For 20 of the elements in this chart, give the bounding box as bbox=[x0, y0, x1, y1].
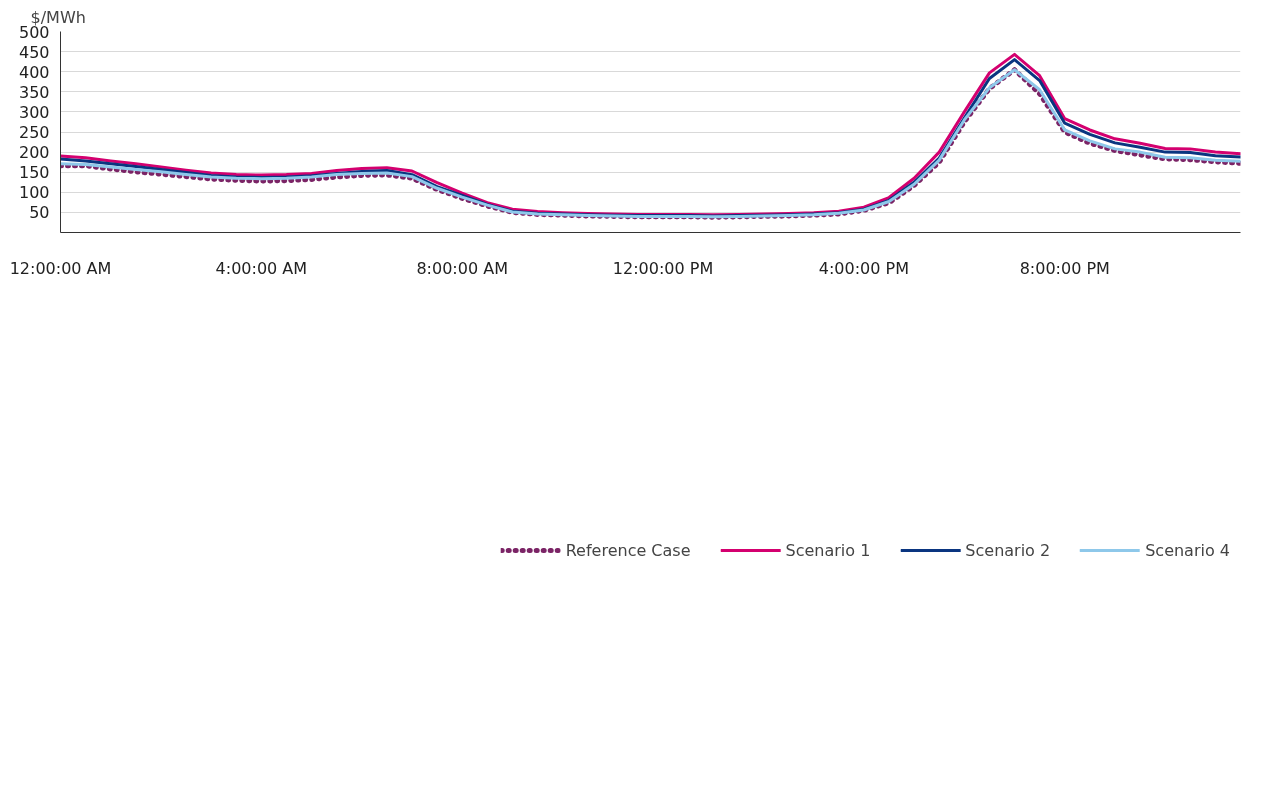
y-tick-label: 250 bbox=[18, 123, 50, 142]
y-tick-label: 350 bbox=[18, 82, 50, 102]
y-tick-label: 100 bbox=[18, 183, 50, 203]
x-tick-label: 8:00:00 PM bbox=[1019, 258, 1110, 278]
x-tick-label: 12:00:00 AM bbox=[9, 258, 112, 278]
legend-label: Scenario 1 bbox=[785, 540, 871, 560]
x-tick-label: 8:00:00 AM bbox=[416, 258, 508, 278]
y-tick-label: 450 bbox=[18, 42, 50, 62]
x-tick-label: 12:00:00 PM bbox=[612, 258, 714, 278]
y-axis-title: $/MWh bbox=[30, 7, 86, 27]
x-tick-label: 4:00:00 AM bbox=[215, 258, 308, 278]
y-tick-label: 50 bbox=[29, 203, 50, 223]
y-tick-label: 400 bbox=[18, 62, 50, 82]
y-tick-label: 200 bbox=[18, 143, 50, 163]
x-tick-label: 4:00:00 PM bbox=[818, 258, 910, 278]
legend-label: Reference Case bbox=[565, 540, 691, 560]
y-tick-label: 150 bbox=[18, 163, 50, 183]
legend-label: Scenario 2 bbox=[965, 540, 1051, 560]
y-tick-label: 300 bbox=[18, 102, 50, 122]
legend-label: Scenario 4 bbox=[1145, 540, 1230, 560]
